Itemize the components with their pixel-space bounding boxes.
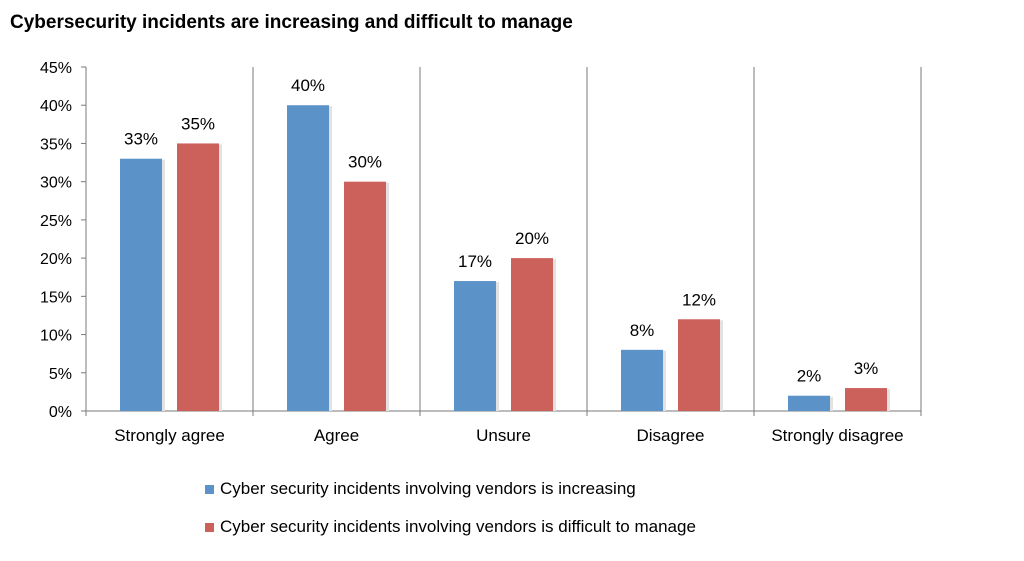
y-tick-label: 40%: [40, 98, 72, 115]
data-label: 40%: [291, 76, 325, 95]
legend: Cyber security incidents involving vendo…: [205, 470, 696, 546]
bar-difficult: [845, 388, 887, 411]
legend-swatch-difficult: [205, 522, 214, 532]
y-tick-label: 15%: [40, 289, 72, 306]
y-tick-label: 0%: [49, 404, 72, 421]
y-tick-label: 30%: [40, 175, 72, 192]
bar-difficult: [344, 181, 386, 411]
data-label: 2%: [797, 367, 822, 386]
y-tick-label: 45%: [40, 60, 72, 77]
bar-difficult: [177, 143, 219, 411]
bar-increasing: [788, 395, 830, 411]
data-label: 33%: [124, 130, 158, 149]
y-tick-label: 20%: [40, 251, 72, 268]
y-tick-label: 10%: [40, 328, 72, 345]
data-label: 3%: [854, 359, 879, 378]
data-label: 30%: [348, 153, 382, 172]
category-label: Strongly agree: [114, 426, 225, 445]
data-label: 12%: [682, 290, 716, 309]
data-label: 35%: [181, 114, 215, 133]
data-label: 17%: [458, 252, 492, 271]
category-label: Strongly disagree: [771, 426, 903, 445]
y-tick-label: 25%: [40, 213, 72, 230]
legend-label-increasing: Cyber security incidents involving vendo…: [220, 479, 636, 498]
category-label: Disagree: [636, 426, 704, 445]
legend-swatch-increasing: [205, 484, 214, 494]
data-label: 8%: [630, 321, 655, 340]
bar-increasing: [287, 105, 329, 411]
legend-label-difficult: Cyber security incidents involving vendo…: [220, 517, 696, 536]
bar-increasing: [120, 158, 162, 411]
legend-item-difficult: Cyber security incidents involving vendo…: [205, 508, 696, 546]
category-label: Unsure: [476, 426, 531, 445]
y-tick-label: 5%: [49, 366, 72, 383]
bar-difficult: [511, 258, 553, 411]
bar-increasing: [454, 281, 496, 411]
category-label: Agree: [314, 426, 359, 445]
chart-title: Cybersecurity incidents are increasing a…: [10, 12, 573, 33]
legend-item-increasing: Cyber security incidents involving vendo…: [205, 470, 696, 508]
y-tick-label: 35%: [40, 136, 72, 153]
bar-increasing: [621, 349, 663, 411]
bar-difficult: [678, 319, 720, 411]
data-label: 20%: [515, 229, 549, 248]
